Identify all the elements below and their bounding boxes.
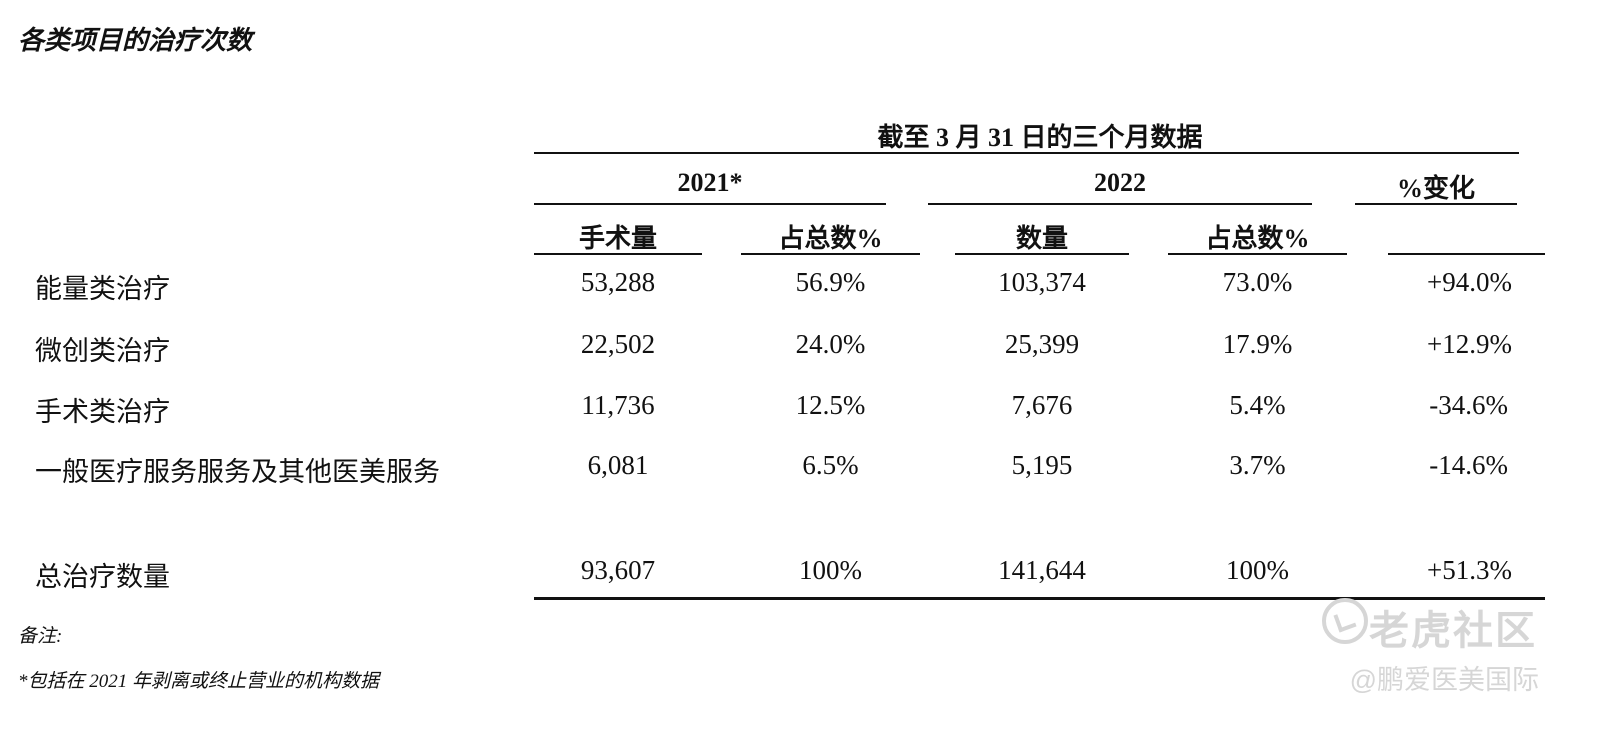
cell-surgical-2021-count: 11,736: [581, 390, 655, 420]
cell-surgical-2021-share: 12.5%: [795, 390, 866, 420]
col-header-share-2022: 占总数%: [1205, 224, 1310, 253]
footnote: *包括在 2021 年剥离或终止营业的机构数据: [18, 671, 380, 692]
cell-energy-change: +94.0%: [1427, 267, 1512, 297]
cell-energy-2022-share: 73.0%: [1222, 267, 1293, 297]
cell-minimally-invasive-2022-count: 25,399: [1004, 329, 1080, 359]
change-rule: [1355, 203, 1517, 205]
cell-total-2021-share: 100%: [799, 555, 862, 585]
notes-heading: 备注:: [18, 626, 63, 647]
year-2022-rule: [928, 203, 1312, 205]
cell-surgical-2022-share: 5.4%: [1229, 390, 1286, 420]
col-rule-count-2022: [955, 253, 1129, 255]
period-rule: [534, 152, 1519, 154]
cell-surgical-change: -34.6%: [1429, 390, 1508, 420]
col-rule-share-2022: [1168, 253, 1347, 255]
row-label-minimally-invasive: 微创类治疗: [35, 336, 170, 366]
cell-total-change: +51.3%: [1427, 555, 1512, 585]
period-header: 截至 3 月 31 日的三个月数据: [877, 123, 1203, 152]
cell-energy-2021-count: 53,288: [580, 267, 656, 297]
year-2021-header: 2021*: [677, 168, 743, 197]
row-label-energy: 能量类治疗: [35, 274, 170, 304]
cell-energy-2022-count: 103,374: [998, 267, 1086, 297]
col-rule-surgery-count: [534, 253, 702, 255]
tiger-community-logo-icon: [1322, 598, 1368, 644]
col-header-count-2022: 数量: [1015, 224, 1068, 253]
col-rule-change: [1388, 253, 1545, 255]
col-header-share-2021: 占总数%: [778, 224, 883, 253]
cell-general-services-2021-share: 6.5%: [802, 450, 859, 480]
cell-total-2022-share: 100%: [1226, 555, 1289, 585]
cell-minimally-invasive-2021-count: 22,502: [580, 329, 656, 359]
total-row-label: 总治疗数量: [35, 562, 170, 592]
row-label-surgical: 手术类治疗: [35, 397, 170, 427]
cell-minimally-invasive-2021-share: 24.0%: [795, 329, 866, 359]
change-header: %变化: [1396, 174, 1475, 203]
cell-total-2022-count: 141,644: [998, 555, 1086, 585]
cell-general-services-2022-share: 3.7%: [1229, 450, 1286, 480]
watermark-author: @鹏爱医美国际: [1349, 665, 1539, 695]
cell-general-services-change: -14.6%: [1429, 450, 1508, 480]
cell-energy-2021-share: 56.9%: [795, 267, 866, 297]
year-2021-rule: [534, 203, 886, 205]
year-2022-header: 2022: [1094, 168, 1146, 197]
row-label-general-services: 一般医疗服务服务及其他医美服务: [35, 457, 440, 487]
watermark-logo-text: 老虎社区: [1369, 609, 1537, 653]
col-header-surgery-count: 手术量: [578, 224, 657, 253]
page-title: 各类项目的治疗次数: [18, 26, 253, 55]
cell-minimally-invasive-2022-share: 17.9%: [1222, 329, 1293, 359]
cell-surgical-2022-count: 7,676: [1011, 390, 1073, 420]
cell-total-2021-count: 93,607: [580, 555, 656, 585]
col-rule-share-2021: [741, 253, 920, 255]
cell-minimally-invasive-change: +12.9%: [1427, 329, 1512, 359]
cell-general-services-2022-count: 5,195: [1011, 450, 1073, 480]
cell-general-services-2021-count: 6,081: [587, 450, 649, 480]
total-bottom-rule: [534, 597, 1545, 600]
